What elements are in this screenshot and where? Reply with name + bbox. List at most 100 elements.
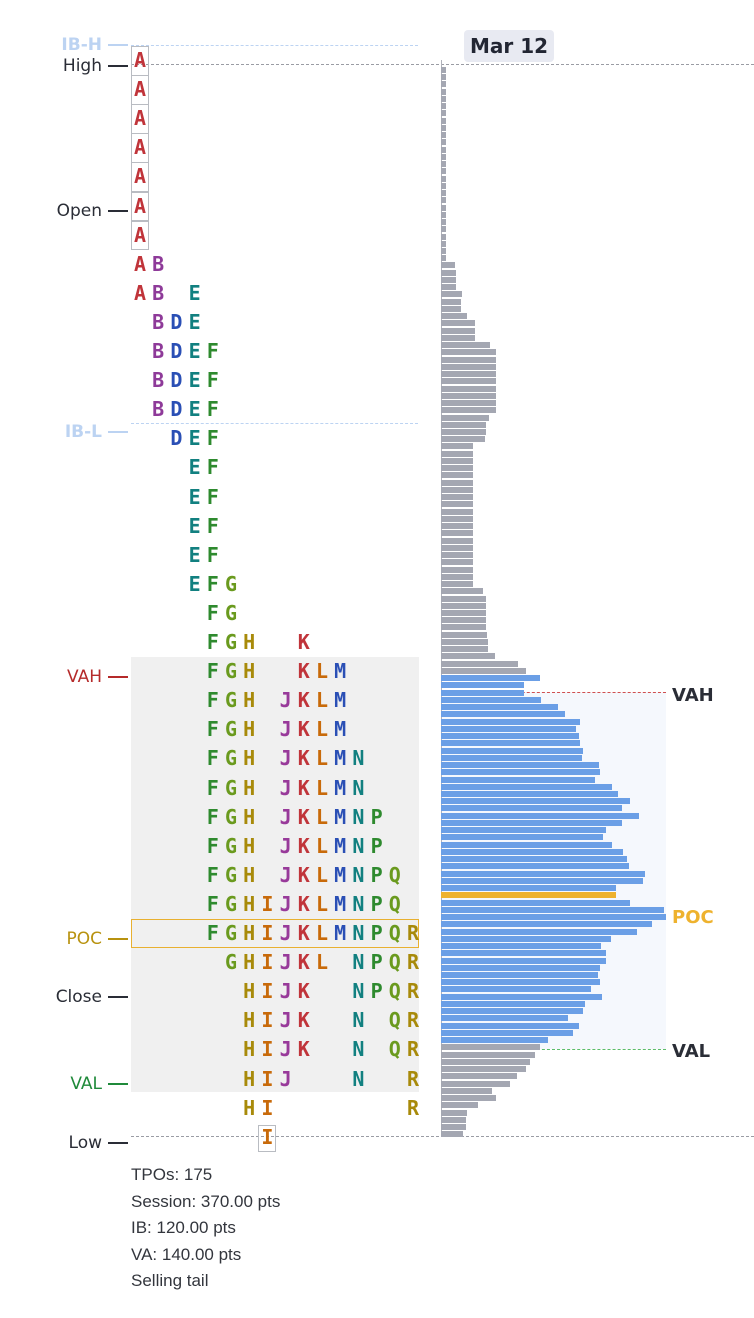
volume-bar — [441, 972, 598, 978]
volume-bar — [441, 718, 580, 725]
level-label-low: Low — [69, 1133, 128, 1153]
volume-bar — [441, 385, 496, 392]
tpo-letter-f: F — [206, 746, 219, 771]
tpo-letter-k: K — [297, 746, 310, 771]
volume-bar — [441, 103, 446, 110]
value-area-background — [131, 657, 419, 1093]
volume-bar — [441, 457, 473, 464]
volume-bar — [441, 964, 600, 971]
volume-bar — [441, 146, 446, 153]
tpo-letter-a: A — [133, 222, 147, 247]
tpo-letter-n: N — [352, 921, 365, 945]
tpo-letter-b: B — [152, 309, 165, 334]
tpo-letter-f: F — [206, 717, 219, 742]
tpo-letter-j: J — [279, 833, 292, 858]
volume-bar — [441, 443, 473, 450]
volume-bar — [441, 993, 602, 1000]
volume-bar — [441, 885, 616, 892]
volume-bar — [441, 182, 446, 189]
poc-row-highlight — [131, 919, 419, 948]
volume-bar — [441, 523, 473, 530]
tpo-letter-k: K — [297, 659, 310, 684]
volume-bar — [441, 262, 455, 269]
level-tick — [108, 937, 128, 940]
volume-bar — [441, 1087, 492, 1094]
volume-bar — [441, 1073, 517, 1080]
volume-bar — [441, 740, 580, 747]
tpo-letter-l: L — [315, 775, 329, 800]
volume-bar — [441, 74, 446, 81]
tpo-letter-i: I — [261, 1124, 274, 1149]
volume-bar — [441, 696, 541, 703]
tpo-letter-k: K — [297, 775, 310, 800]
level-tick — [108, 996, 128, 999]
vah-line — [441, 692, 666, 693]
tpo-letter-f: F — [206, 775, 219, 800]
tpo-letter-h: H — [243, 1095, 256, 1120]
level-label-text: VAH — [67, 666, 102, 687]
level-label-high: High — [63, 56, 128, 76]
tpo-letter-h: H — [243, 921, 256, 945]
tpo-letter-h: H — [243, 746, 256, 771]
tpo-letter-r: R — [406, 1008, 420, 1033]
tpo-letter-k: K — [297, 921, 310, 945]
volume-bar — [441, 1095, 496, 1102]
volume-bar — [441, 479, 473, 486]
tpo-letter-n: N — [352, 950, 365, 975]
volume-bar — [441, 334, 475, 341]
volume-bar — [441, 1080, 510, 1087]
volume-bar — [441, 298, 461, 305]
tpo-letter-l: L — [315, 717, 329, 742]
volume-bar — [441, 581, 473, 588]
volume-bar — [441, 660, 518, 667]
tpo-letter-i: I — [261, 1008, 274, 1033]
volume-bar — [441, 791, 618, 797]
volume-bar — [441, 392, 496, 399]
tpo-letter-b: B — [152, 251, 165, 276]
level-label-text: Low — [68, 1132, 102, 1153]
level-tick — [108, 210, 128, 213]
tpo-letter-d: D — [170, 339, 183, 363]
volume-bar — [441, 81, 446, 88]
level-tick — [108, 675, 128, 678]
volume-bar — [441, 197, 446, 204]
tpo-letter-n: N — [352, 979, 365, 1004]
volume-bar — [441, 1044, 540, 1051]
volume-bar — [441, 675, 540, 682]
tpo-letter-k: K — [297, 717, 310, 742]
volume-bar — [441, 935, 611, 942]
ib-high-line — [131, 45, 418, 46]
tpo-letter-e: E — [188, 513, 201, 538]
level-label-text: High — [62, 55, 102, 76]
tpo-letter-f: F — [206, 426, 219, 451]
volume-bar — [441, 1000, 585, 1007]
ib-low-line — [131, 423, 418, 424]
volume-bar — [441, 1015, 568, 1022]
tpo-letter-r: R — [406, 1037, 420, 1062]
poc-right-label: POC — [672, 907, 714, 928]
tpo-letter-d: D — [170, 397, 183, 422]
volume-bar — [441, 508, 473, 515]
tpo-letter-f: F — [206, 921, 219, 945]
volume-bar — [441, 291, 462, 298]
volume-bar — [441, 877, 643, 884]
tpo-letter-f: F — [206, 600, 219, 625]
tpo-letter-e: E — [188, 571, 201, 596]
volume-bar — [441, 819, 622, 826]
opening-range-box — [131, 75, 149, 105]
volume-bar — [441, 827, 606, 834]
tpo-letter-a: A — [133, 135, 147, 160]
tpo-letter-g: G — [224, 775, 238, 800]
tpo-letter-i: I — [261, 950, 274, 975]
tpo-letter-b: B — [152, 368, 165, 393]
volume-bar — [441, 805, 622, 812]
volume-bar — [441, 704, 558, 711]
volume-bar — [441, 747, 583, 754]
volume-bar — [441, 1102, 478, 1109]
volume-bar — [441, 631, 487, 638]
volume-bar — [441, 812, 639, 819]
tpo-letter-l: L — [315, 921, 329, 945]
tpo-letter-h: H — [243, 979, 256, 1004]
volume-bar — [441, 754, 582, 761]
tpo-letter-j: J — [279, 775, 292, 800]
